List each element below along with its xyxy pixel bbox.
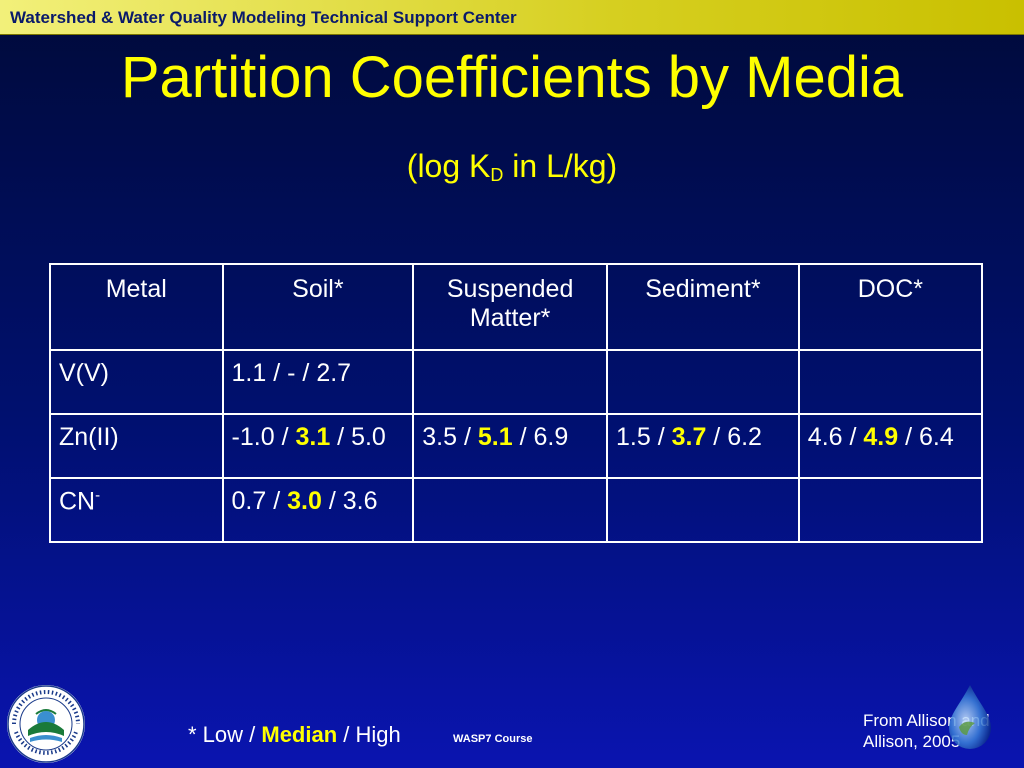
value-cell-doc — [797, 349, 984, 415]
metal-cell: CN- — [49, 477, 224, 543]
slide-title: Partition Coefficients by Media — [120, 45, 904, 110]
median-value: 3.1 — [295, 423, 331, 451]
header-sediment: Sediment* — [605, 263, 800, 351]
value-cell-soil: 1.1 / - / 2.7 — [221, 349, 415, 415]
high-value: 3.6 — [342, 487, 378, 515]
value-cell-soil: -1.0 / 3.1 / 5.0 — [221, 413, 415, 479]
median-value: 4.9 — [863, 423, 899, 451]
high-value: 6.2 — [727, 423, 762, 451]
high-value: 2.7 — [316, 359, 352, 387]
low-value: 0.7 — [231, 487, 267, 515]
value-cell-suspended-matter — [412, 349, 608, 415]
subtitle-subscript: D — [490, 165, 504, 185]
footnote-suffix: / High — [337, 722, 401, 747]
metal-charge: - — [95, 487, 101, 504]
table-row: CN- 0.7 / 3.0 / 3.6 — [49, 477, 984, 543]
metal-cell: Zn(II) — [49, 413, 224, 479]
median-value: 5.1 — [477, 423, 513, 451]
value-cell-suspended-matter — [412, 477, 608, 543]
header-soil: Soil* — [221, 263, 415, 351]
metal-name: CN — [59, 487, 96, 516]
high-value: 5.0 — [351, 423, 386, 451]
value-cell-suspended-matter: 3.5 / 5.1 / 6.9 — [412, 413, 608, 479]
water-drop-icon — [949, 685, 991, 749]
legend-footnote: * Low / Median / High — [188, 722, 401, 748]
median-value: 3.7 — [671, 423, 707, 451]
header-doc: DOC* — [797, 263, 984, 351]
source-line-2: Allison, 2005 — [863, 732, 961, 751]
low-value: 1.1 — [231, 359, 267, 387]
partition-table: Metal Soil* Suspended Matter* Sediment* … — [49, 263, 984, 543]
table-body: V(V) 1.1 / - / 2.7 Zn(II) -1.0 / 3.1 / 5.0 3… — [49, 349, 984, 543]
course-label: WASP7 Course — [453, 733, 533, 745]
low-value: 4.6 — [807, 423, 843, 451]
median-value: 3.0 — [287, 487, 322, 515]
table-row: Zn(II) -1.0 / 3.1 / 5.0 3.5 / 5.1 / 6.9 1.5… — [49, 413, 984, 479]
low-value: -1.0 — [231, 423, 275, 451]
header-suspended-matter: Suspended Matter* — [412, 263, 608, 351]
header-metal: Metal — [49, 263, 224, 351]
median-value: - — [287, 359, 296, 387]
metal-name: Zn(II) — [59, 423, 119, 451]
value-cell-sediment: 1.5 / 3.7 / 6.2 — [605, 413, 800, 479]
table-header-row: Metal Soil* Suspended Matter* Sediment* … — [49, 263, 984, 351]
metal-cell: V(V) — [49, 349, 224, 415]
slide-subtitle: (log KD in L/kg) — [0, 148, 1024, 186]
footnote-median: Median — [261, 722, 338, 747]
table-row: V(V) 1.1 / - / 2.7 — [49, 349, 984, 415]
value-cell-soil: 0.7 / 3.0 / 3.6 — [221, 477, 415, 543]
subtitle-prefix: (log K — [406, 148, 491, 184]
subtitle-suffix: in L/kg) — [503, 148, 618, 184]
high-value: 6.9 — [533, 423, 569, 451]
value-cell-sediment — [605, 349, 800, 415]
high-value: 6.4 — [919, 423, 954, 451]
footnote-prefix: * Low / — [188, 722, 262, 747]
epa-seal-logo — [7, 685, 85, 763]
value-cell-doc — [797, 477, 984, 543]
metal-name: V(V) — [59, 359, 109, 387]
value-cell-sediment — [605, 477, 800, 543]
header-banner: Watershed & Water Quality Modeling Techn… — [0, 0, 1024, 35]
banner-text: Watershed & Water Quality Modeling Techn… — [10, 8, 517, 27]
low-value: 3.5 — [422, 423, 458, 451]
value-cell-doc: 4.6 / 4.9 / 6.4 — [797, 413, 984, 479]
low-value: 1.5 — [615, 423, 651, 451]
